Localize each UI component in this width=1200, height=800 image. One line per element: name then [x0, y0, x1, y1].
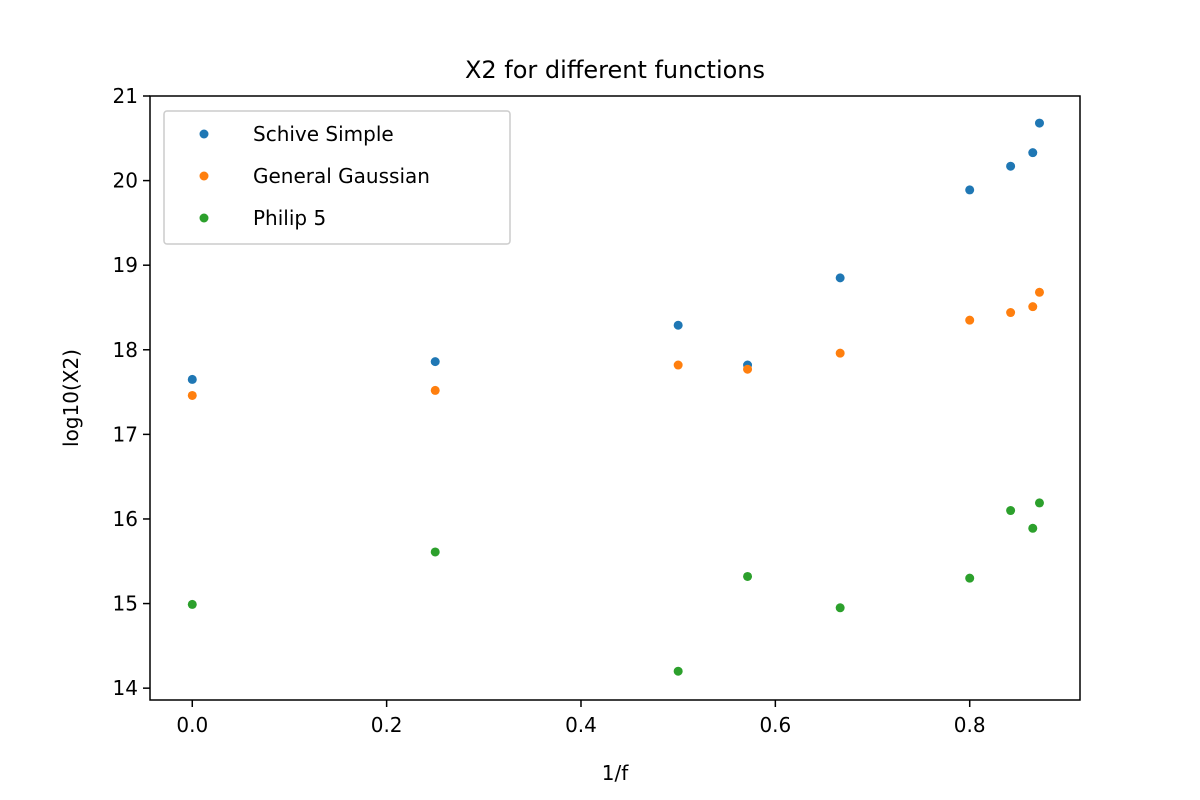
x-tick-label: 0.2	[371, 713, 403, 737]
point-philip-5	[835, 603, 845, 613]
y-tick-label: 15	[113, 592, 138, 616]
legend-label-schive-simple: Schive Simple	[253, 122, 394, 146]
legend-marker-philip-5	[199, 213, 209, 223]
point-schive-simple	[835, 273, 845, 283]
point-schive-simple	[965, 185, 975, 195]
y-tick-label: 20	[113, 169, 138, 193]
y-tick-label: 21	[113, 84, 138, 108]
point-philip-5	[1034, 498, 1044, 508]
legend-marker-general-gaussian	[199, 171, 209, 181]
data-points	[187, 118, 1044, 676]
point-philip-5	[965, 573, 975, 583]
x-tick-label: 0.4	[565, 713, 597, 737]
point-general-gaussian	[835, 348, 845, 358]
x-tick-label: 0.8	[954, 713, 986, 737]
point-schive-simple	[430, 357, 440, 367]
y-axis: 14 15 16 17 18 19 20 21	[113, 84, 150, 700]
x-axis-title: 1/f	[602, 761, 629, 785]
x-tick-label: 0.6	[759, 713, 791, 737]
point-philip-5	[743, 571, 753, 581]
y-tick-label: 16	[113, 507, 138, 531]
point-schive-simple	[1034, 118, 1044, 128]
point-philip-5	[187, 599, 197, 609]
y-tick-label: 18	[113, 338, 138, 362]
point-general-gaussian	[743, 364, 753, 374]
y-tick-label: 19	[113, 253, 138, 277]
plot-frame	[149, 95, 1081, 701]
y-tick-label: 14	[113, 676, 138, 700]
legend-label-philip-5: Philip 5	[253, 206, 326, 230]
point-schive-simple	[673, 320, 683, 330]
y-axis-title: log10(X2)	[59, 349, 83, 447]
point-philip-5	[430, 547, 440, 557]
point-general-gaussian	[430, 385, 440, 395]
point-schive-simple	[1006, 161, 1016, 171]
point-schive-simple	[1028, 148, 1038, 158]
x-axis: 0.0 0.2 0.4 0.6 0.8	[176, 700, 986, 737]
point-philip-5	[673, 666, 683, 676]
legend: Schive Simple General Gaussian Philip 5	[163, 110, 511, 245]
point-philip-5	[1028, 523, 1038, 533]
legend-box	[163, 110, 511, 245]
y-tick-label: 17	[113, 422, 138, 446]
legend-label-general-gaussian: General Gaussian	[253, 164, 430, 188]
point-philip-5	[1006, 506, 1016, 516]
point-general-gaussian	[673, 360, 683, 370]
point-schive-simple	[187, 374, 197, 384]
point-general-gaussian	[1006, 308, 1016, 318]
chart-title: X2 for different functions	[465, 56, 765, 84]
legend-marker-schive-simple	[199, 129, 209, 139]
point-general-gaussian	[1034, 287, 1044, 297]
plot-area	[149, 95, 1081, 701]
point-general-gaussian	[187, 390, 197, 400]
point-general-gaussian	[965, 315, 975, 325]
x-tick-label: 0.0	[176, 713, 208, 737]
point-general-gaussian	[1028, 302, 1038, 312]
